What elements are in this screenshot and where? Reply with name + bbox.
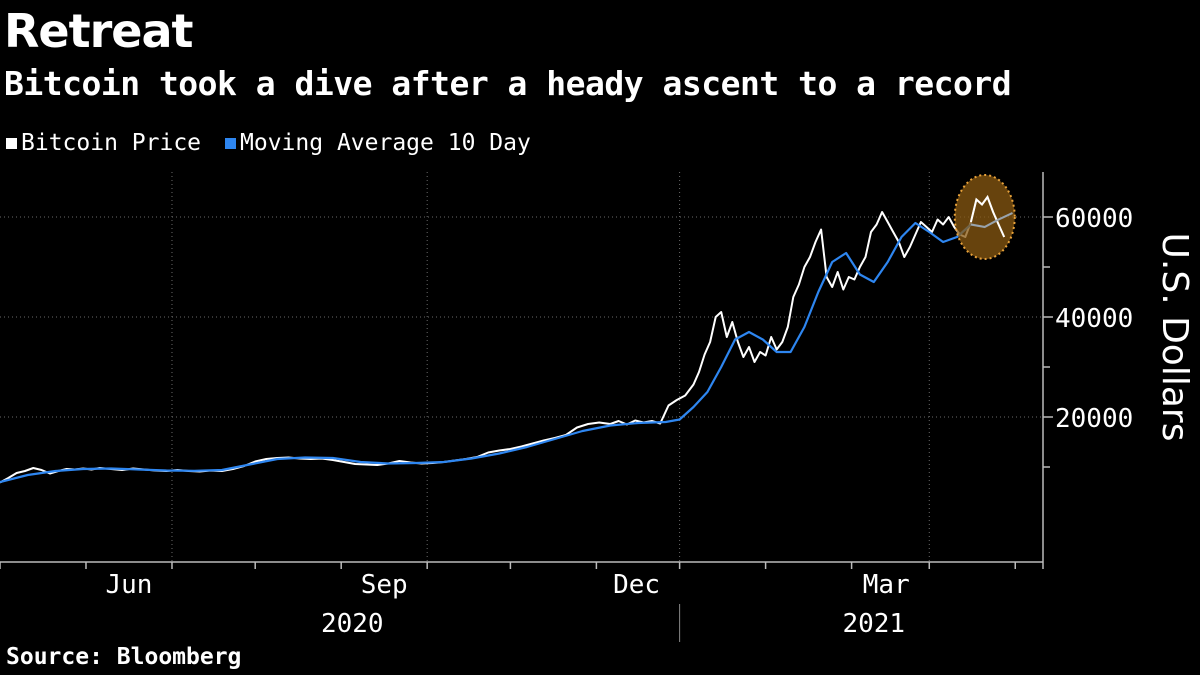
chart-title: Retreat xyxy=(4,4,194,58)
x-tick-label-dec: Dec xyxy=(613,570,660,600)
series-line-bitcoin-price-peak xyxy=(969,194,1006,238)
legend-swatch-moving-average xyxy=(225,137,237,149)
legend-label-moving-average: Moving Average 10 Day xyxy=(240,130,531,156)
y-tick-label-20000: 20000 xyxy=(1055,404,1133,434)
x-tick-label-jun: Jun xyxy=(105,570,152,600)
y-tick-label-40000: 40000 xyxy=(1055,304,1133,334)
legend-swatch-bitcoin-price xyxy=(6,137,17,149)
year-label-2021: 2021 xyxy=(842,609,905,639)
series-line-moving-average xyxy=(0,212,1013,484)
chart-legend: Bitcoin Price Moving Average 10 Day xyxy=(6,130,531,156)
legend-item-bitcoin-price: Bitcoin Price xyxy=(6,130,201,156)
source-note: Source: Bloomberg xyxy=(6,644,242,670)
series-line-bitcoin-price xyxy=(0,196,1006,484)
legend-label-bitcoin-price: Bitcoin Price xyxy=(21,130,202,156)
highlight-ellipse xyxy=(953,174,1016,260)
x-tick-label-mar: Mar xyxy=(863,570,910,600)
x-tick-label-sep: Sep xyxy=(361,570,408,600)
series-line-moving-average-peak xyxy=(970,212,1013,229)
y-tick-label-60000: 60000 xyxy=(1055,204,1133,234)
year-label-2020: 2020 xyxy=(321,609,384,639)
chart-subtitle: Bitcoin took a dive after a heady ascent… xyxy=(4,64,1012,103)
legend-item-moving-average: Moving Average 10 Day xyxy=(225,130,531,156)
y-axis-label: U.S. Dollars xyxy=(1154,233,1195,442)
